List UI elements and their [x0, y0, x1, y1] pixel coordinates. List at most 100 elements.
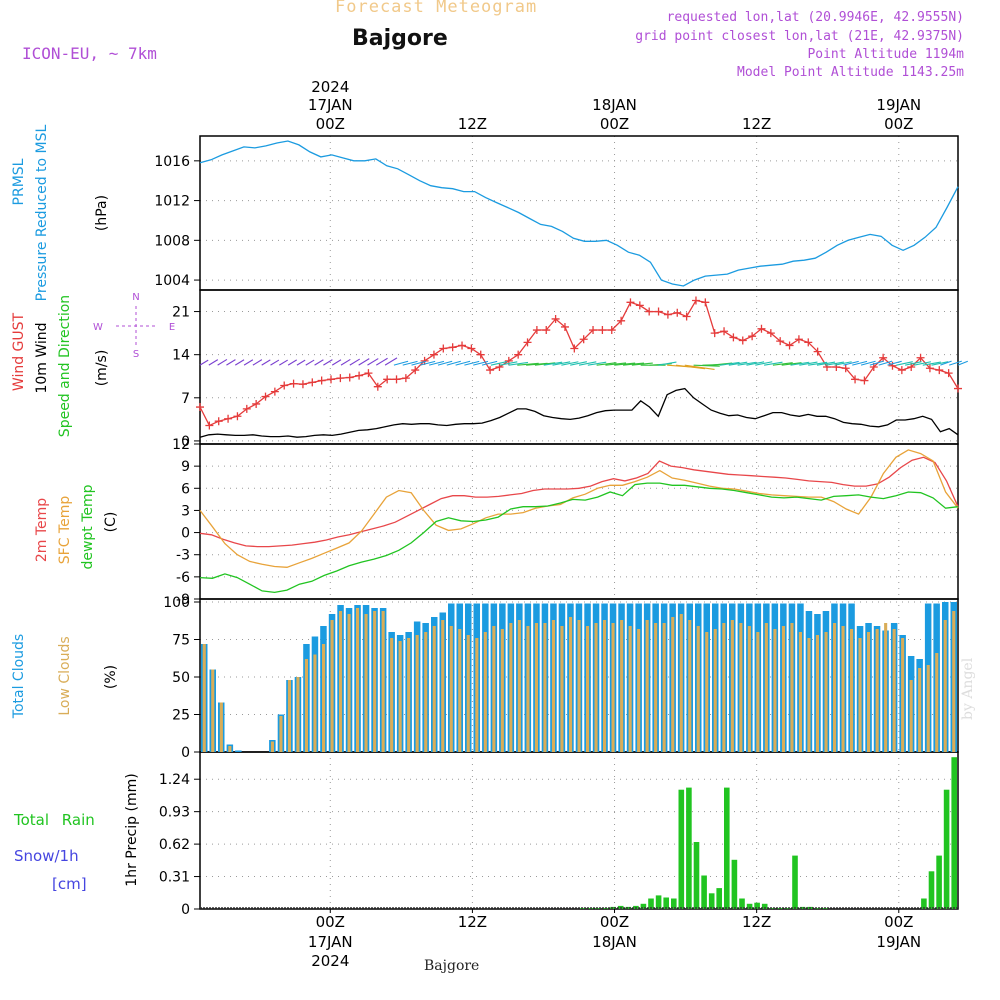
low-cloud-bar	[858, 638, 862, 752]
credit-watermark: by Angel	[960, 657, 976, 720]
wind-arrow	[499, 361, 518, 366]
rain-bar	[708, 893, 715, 909]
gust-marker	[532, 326, 541, 335]
wind-arrow	[543, 361, 563, 366]
low-cloud-bar	[364, 614, 368, 752]
low-cloud-bar	[483, 632, 487, 752]
wind-arrow	[340, 358, 351, 366]
wind-arrow	[552, 361, 571, 366]
bottom-date-label: 19JAN	[876, 933, 921, 951]
wind-arrow	[534, 362, 556, 366]
rain-bar	[746, 903, 753, 909]
y-tick-label: 12	[172, 437, 190, 453]
wind-arrow	[940, 360, 952, 366]
gust-marker	[467, 344, 476, 353]
wind-arrow	[693, 364, 720, 367]
panel-wind: 0 7 14 21	[172, 289, 959, 450]
gust-marker	[298, 380, 307, 389]
wind-dir-label: Speed and Direction	[57, 295, 73, 437]
gust-marker	[373, 382, 382, 391]
top-tick-label: 00Z	[600, 115, 629, 133]
gust-marker	[196, 403, 204, 412]
low-cloud-bar	[586, 626, 590, 752]
wind-arrow	[860, 360, 876, 366]
wind-arrow	[429, 360, 445, 366]
point-altitude: Point Altitude 1194m	[807, 47, 964, 62]
gust-marker	[598, 326, 607, 335]
rain-bar	[936, 855, 942, 909]
wind-arrow	[684, 364, 715, 370]
wind-arrow	[623, 362, 645, 366]
total-cloud-bar	[235, 750, 242, 752]
y-tick-label: 0	[181, 902, 190, 918]
wind-arrow	[508, 361, 529, 366]
rain-bar	[671, 898, 677, 909]
low-cloud-bar	[918, 668, 922, 752]
prmsl-label: PRMSL	[11, 158, 27, 205]
station-name: Bajgore	[352, 26, 448, 51]
gust-marker	[308, 378, 317, 387]
rain-label: Total Rain	[13, 811, 95, 829]
top-tick-label: 12Z	[742, 115, 771, 133]
wind-arrow	[808, 361, 828, 366]
gust-marker	[626, 298, 635, 307]
gust-label: Wind GUST	[11, 312, 27, 391]
low-cloud-bar	[833, 623, 837, 752]
low-cloud-bar	[747, 626, 751, 752]
low-cloud-bar	[705, 632, 709, 752]
panel-frame	[199, 135, 959, 291]
model-altitude: Model Point Altitude 1143.25m	[737, 65, 964, 80]
gust-marker	[710, 329, 719, 338]
y-tick-label: 0	[181, 745, 190, 761]
gust-marker	[682, 312, 691, 321]
wind-arrow	[596, 362, 617, 366]
low-cloud-bar	[424, 632, 428, 752]
wind-arrow	[587, 361, 607, 366]
low-cloud-bar	[509, 623, 513, 752]
rain-bar	[724, 787, 730, 909]
gust-marker	[233, 412, 242, 421]
requested-coords: requested lon,lat (20.9946E, 42.9555N)	[666, 10, 964, 25]
low-cloud-bar	[551, 620, 555, 752]
wind-arrow	[719, 361, 740, 366]
temp-dew-label: dewpt Temp	[80, 484, 96, 569]
prmsl-unit: (hPa)	[94, 195, 110, 231]
low-cloud-bar	[594, 623, 598, 752]
y-tick-label: -9	[176, 592, 190, 608]
rain-bar	[769, 908, 776, 909]
gust-marker	[205, 421, 214, 430]
model-label: ICON-EU, ~ 7km	[22, 44, 157, 63]
temp-sfc-label: SFC Temp	[57, 496, 73, 565]
wind-arrow	[349, 358, 361, 366]
wind-arrow	[561, 361, 579, 366]
low-cloud-bar	[654, 623, 658, 752]
low-cloud-bar	[398, 641, 402, 752]
low-cloud-bar	[381, 611, 385, 752]
precip-bars	[580, 757, 957, 909]
wind-arrow	[270, 359, 280, 366]
gust-marker	[589, 326, 598, 335]
wind-speed-line	[199, 387, 959, 438]
wind-arrow	[816, 361, 836, 366]
low-cloud-bar	[841, 626, 845, 752]
wind-arrow	[578, 361, 597, 366]
wind-arrow	[279, 359, 289, 366]
y-tick-label: 1008	[154, 233, 190, 249]
gust-marker	[888, 361, 897, 370]
gust-marker	[336, 374, 345, 383]
gust-marker	[720, 327, 729, 336]
rain-bar	[731, 859, 738, 909]
low-clouds-label: Low Clouds	[57, 636, 73, 715]
wind-arrow	[781, 362, 802, 366]
rain-bar	[693, 842, 700, 909]
wind-arrow	[631, 362, 653, 366]
low-cloud-bar	[611, 623, 615, 752]
low-cloud-bar	[449, 626, 453, 752]
rain-bar	[943, 789, 950, 909]
top-date-label: 18JAN	[592, 96, 637, 114]
gust-marker	[794, 335, 803, 344]
gust-marker	[252, 399, 261, 408]
gust-marker	[551, 314, 560, 323]
gust-marker	[317, 376, 326, 385]
compass-lines	[116, 306, 156, 346]
